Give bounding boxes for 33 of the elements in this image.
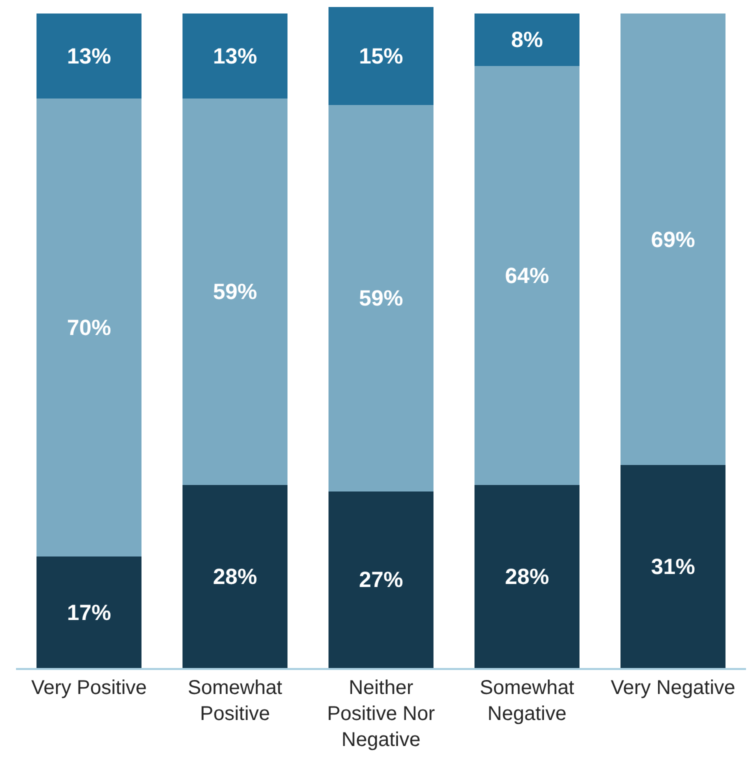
data-label: 13%: [212, 44, 258, 69]
x-tick-label: Neither Positive Nor Negative: [327, 677, 436, 751]
bar: [36, 556, 142, 668]
x-tick-label: Somewhat Negative: [480, 677, 575, 725]
data-label: 8%: [511, 27, 543, 52]
data-label: 27%: [358, 567, 404, 592]
x-tick-label: Somewhat Positive: [188, 677, 283, 725]
data-label: 69%: [650, 226, 696, 252]
bar: [182, 98, 288, 485]
data-label: 70%: [66, 315, 112, 340]
bar: [36, 98, 142, 557]
data-label: 13%: [66, 44, 112, 69]
data-label: 28%: [212, 564, 258, 589]
x-tick-label: Very Positive: [31, 677, 147, 699]
data-label: 59%: [358, 286, 404, 311]
bar: [328, 491, 434, 668]
data-label: 31%: [650, 554, 696, 580]
data-label: 15%: [358, 44, 404, 69]
bar: [182, 14, 288, 99]
bar: [620, 14, 726, 466]
bar: [36, 14, 142, 99]
bar: [474, 484, 580, 668]
bar: [182, 484, 288, 668]
x-tick-label: Very Negative: [610, 677, 736, 699]
data-label: 28%: [504, 564, 550, 589]
bar: [620, 465, 726, 668]
bar: [328, 105, 434, 492]
bar: [328, 7, 434, 106]
data-label: 17%: [66, 600, 112, 625]
bar: [474, 14, 580, 66]
data-label: 59%: [212, 279, 258, 304]
bar: [474, 66, 580, 485]
data-label: 64%: [504, 262, 550, 288]
